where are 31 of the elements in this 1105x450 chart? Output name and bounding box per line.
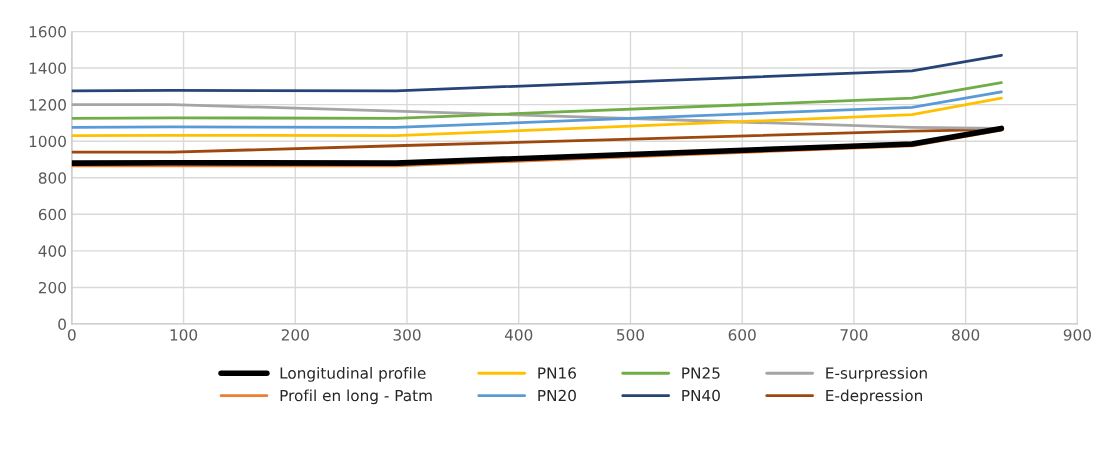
legend-label: PN25 [682,367,720,379]
x-tick-label: 100 [170,329,198,341]
line-series [71,96,1003,138]
line-series [71,53,1003,93]
y-tick-label: 1600 [29,25,66,38]
line-series [71,90,1003,129]
legend-label: PN20 [538,389,576,402]
y-tick-label: 800 [38,172,66,184]
y-tick-label: 1200 [29,99,66,111]
x-tick-label: 800 [952,329,980,341]
x-tick-label: 400 [504,329,533,341]
x-tick-label: 0 [67,329,76,341]
x-tick-label: 900 [1063,329,1091,341]
y-tick-label: 600 [38,208,66,221]
legend-label: Longitudinal profile [280,367,426,382]
y-tick-label: 0 [58,318,66,331]
line-series [71,81,1003,120]
x-tick-label: 300 [393,329,421,341]
y-tick-label: 1000 [29,135,66,148]
x-tick-label: 700 [840,329,868,341]
x-tick-label: 600 [728,329,756,341]
y-tick-label: 1400 [29,62,66,75]
legend-label: E-depression [826,389,922,405]
x-tick-label: 200 [281,329,309,341]
legend-label: Profil en long - Patm [280,389,432,405]
x-tick-label: 500 [617,329,645,341]
legend-label: PN40 [682,389,720,402]
y-tick-label: 200 [38,281,66,294]
legend-label: PN16 [538,367,576,379]
legend-label: E-surpression [826,367,927,382]
y-tick-label: 400 [38,245,66,257]
